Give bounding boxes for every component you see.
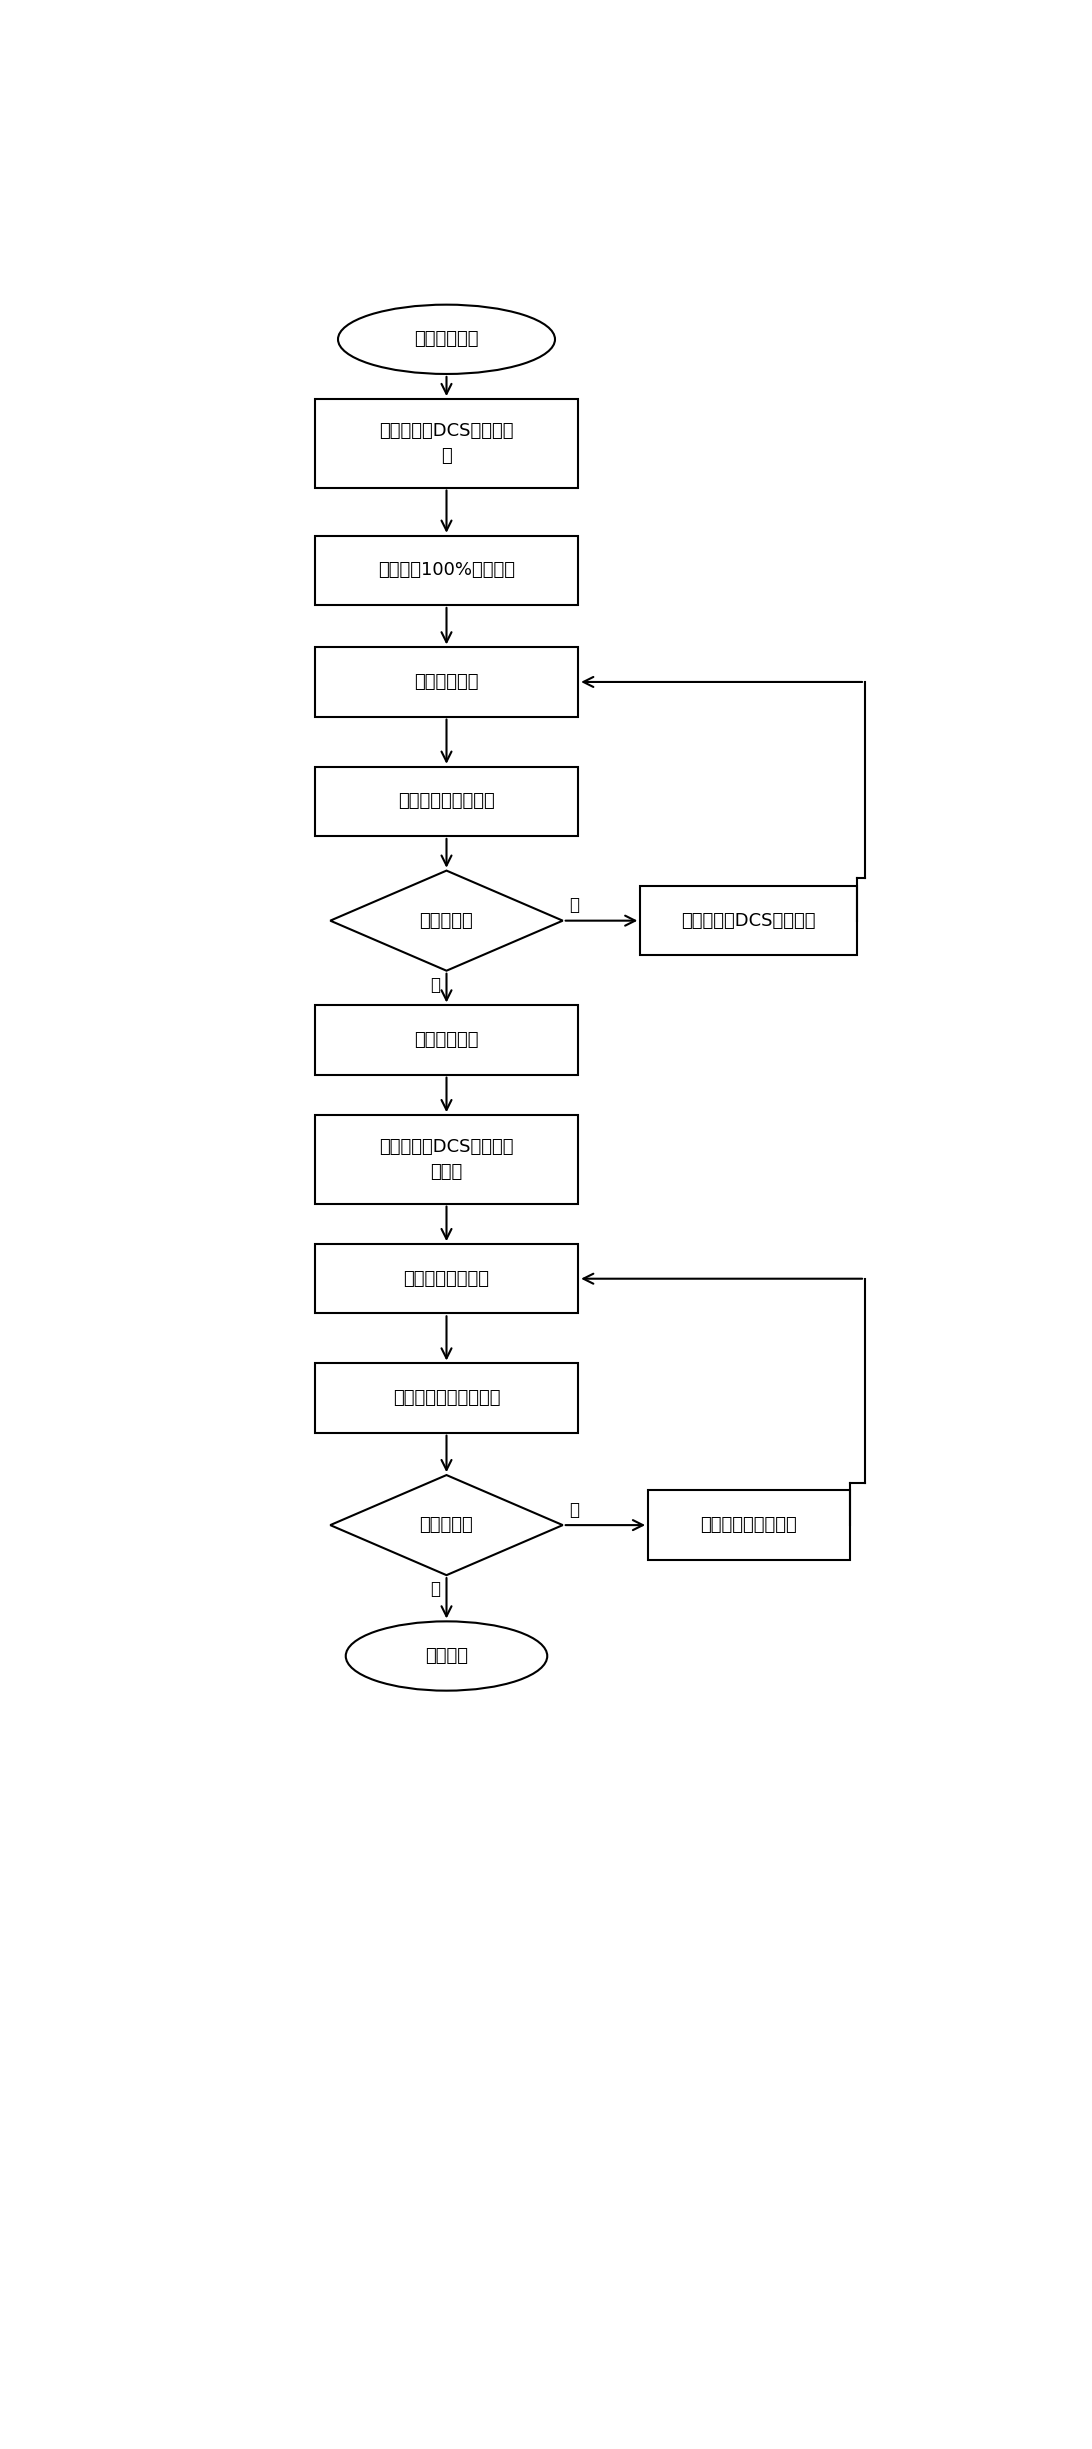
Text: 是否正确？: 是否正确？ bbox=[419, 911, 473, 931]
Bar bbox=[314, 1007, 579, 1075]
Bar bbox=[648, 1491, 850, 1560]
Text: 检查就地设备动作响应: 检查就地设备动作响应 bbox=[393, 1389, 500, 1408]
Bar bbox=[314, 399, 579, 487]
Bar bbox=[640, 887, 857, 955]
Text: 模拟机组100%运行工况: 模拟机组100%运行工况 bbox=[378, 561, 515, 580]
Text: 解除安全级DCS系统的输
出闭锁: 解除安全级DCS系统的输 出闭锁 bbox=[379, 1139, 513, 1180]
Text: 是否正确？: 是否正确？ bbox=[419, 1516, 473, 1533]
Text: 试验成功: 试验成功 bbox=[425, 1648, 468, 1665]
Bar bbox=[314, 647, 579, 718]
Bar bbox=[314, 767, 579, 835]
Bar bbox=[314, 1114, 579, 1202]
Text: 否: 否 bbox=[569, 1501, 580, 1518]
Text: 检查软件中测试结果: 检查软件中测试结果 bbox=[399, 793, 495, 811]
Text: 试验准备就绪: 试验准备就绪 bbox=[414, 331, 478, 348]
Text: 撤销测试场景: 撤销测试场景 bbox=[414, 1031, 478, 1048]
Bar bbox=[314, 1364, 579, 1433]
Text: 闭锁安全级DCS系统的输
出: 闭锁安全级DCS系统的输 出 bbox=[379, 421, 513, 465]
Text: 检查并消除设备缺陷: 检查并消除设备缺陷 bbox=[700, 1516, 797, 1533]
Text: 否: 否 bbox=[569, 896, 580, 913]
Text: 检查并消除DCS系统缺陷: 检查并消除DCS系统缺陷 bbox=[681, 911, 816, 931]
Text: 再次模拟测试场景: 再次模拟测试场景 bbox=[404, 1269, 489, 1288]
Text: 是: 是 bbox=[430, 975, 440, 994]
Text: 模拟测试场景: 模拟测试场景 bbox=[414, 673, 478, 691]
Bar bbox=[314, 536, 579, 605]
Text: 是: 是 bbox=[430, 1580, 440, 1599]
Bar bbox=[314, 1244, 579, 1313]
